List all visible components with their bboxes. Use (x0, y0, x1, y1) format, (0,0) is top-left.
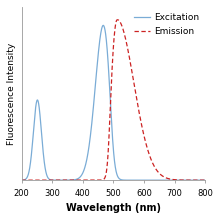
Excitation (99, 38, 101, 41)
Excitation (102, 24, 104, 27)
Emission (20, 179, 23, 182)
Excitation (91, 121, 93, 123)
Emission (204, 179, 206, 182)
Emission (41, 179, 44, 182)
Excitation (200, 179, 203, 182)
Emission (180, 179, 183, 181)
Excitation (52, 179, 55, 182)
Emission (91, 179, 93, 182)
Line: Emission: Emission (22, 20, 205, 180)
Excitation (180, 179, 183, 182)
Excitation (41, 143, 44, 145)
Y-axis label: Fluorescence Intensity: Fluorescence Intensity (7, 42, 16, 145)
Emission (99, 179, 101, 182)
Legend: Excitation, Emission: Excitation, Emission (132, 11, 201, 38)
Emission (200, 179, 203, 182)
Excitation (20, 179, 23, 182)
Emission (52, 179, 55, 182)
Excitation (204, 179, 206, 182)
Emission (116, 18, 119, 21)
X-axis label: Wavelength (nm): Wavelength (nm) (66, 203, 161, 213)
Line: Excitation: Excitation (22, 25, 205, 180)
